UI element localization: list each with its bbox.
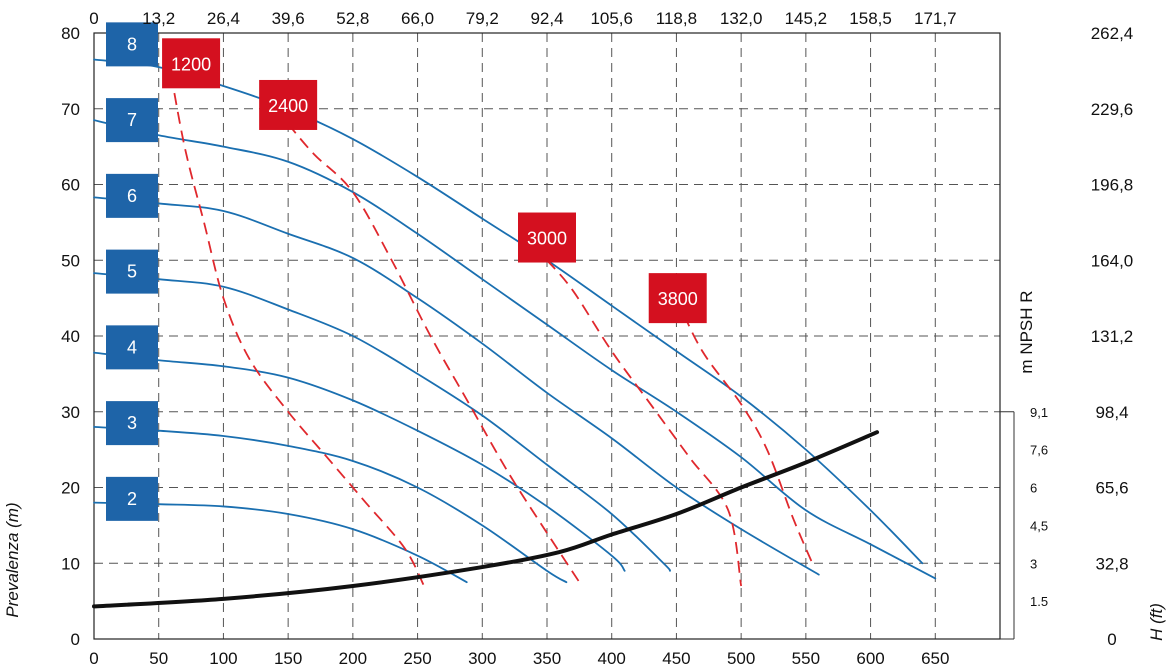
- speed-line-3800: [675, 297, 814, 564]
- y-left-tick-label: 60: [61, 176, 80, 195]
- y-right-tick-label: 98,4: [1095, 403, 1128, 422]
- npsh-curve-layer: [92, 430, 880, 609]
- speed-badge: [648, 273, 707, 324]
- plot-frame: [93, 32, 1001, 640]
- speed-line-1200: [166, 55, 425, 587]
- x-top-tick-label: 132,0: [720, 9, 763, 28]
- y-left-tick-label: 40: [61, 327, 80, 346]
- curves-layer: [93, 58, 937, 584]
- size-badge-label: 2: [127, 489, 137, 509]
- x-bottom-tick-label: 50: [149, 649, 168, 668]
- x-top-tick-label: 39,6: [272, 9, 305, 28]
- y-right-tick-label: 196,8: [1091, 176, 1134, 195]
- badges-layer: 8 7 6 5 4 3 2 1200 2400 3000 3800: [106, 22, 707, 521]
- size-badge-label: 6: [127, 186, 137, 206]
- performance-curve-5: [93, 272, 671, 572]
- x-top-tick-label: 105,6: [590, 9, 633, 28]
- speed-badge: [162, 38, 221, 89]
- y-axis-right-title: H (ft): [1147, 603, 1166, 641]
- x-bottom-tick-label: 300: [468, 649, 496, 668]
- speed-line-2400: [287, 123, 581, 583]
- size-badge-label: 3: [127, 413, 137, 433]
- tick-labels-layer: 0 50 100 150 200 250 300 350 400 450 500 550 600 6500…: [61, 9, 1133, 668]
- npsh-tick-label: 9,1: [1030, 405, 1048, 420]
- x-top-tick-label: 0: [89, 9, 98, 28]
- size-badge: [106, 401, 158, 446]
- x-bottom-tick-label: 250: [403, 649, 431, 668]
- x-bottom-tick-label: 450: [662, 649, 690, 668]
- y-left-tick-label: 80: [61, 24, 80, 43]
- x-bottom-tick-label: 400: [598, 649, 626, 668]
- npsh-tick-label: 4,5: [1030, 518, 1048, 533]
- speed-badge-label: 2400: [268, 96, 308, 116]
- size-badge-label: 7: [127, 110, 137, 130]
- grid-layer: [94, 33, 1000, 639]
- size-badge: [106, 476, 158, 521]
- size-badge: [106, 249, 158, 294]
- performance-curve-7: [93, 119, 937, 580]
- x-top-tick-label: 158,5: [849, 9, 892, 28]
- x-top-tick-label: 52,8: [336, 9, 369, 28]
- x-top-tick-label: 118,8: [656, 9, 697, 28]
- x-bottom-tick-label: 500: [727, 649, 755, 668]
- x-top-tick-label: 26,4: [207, 9, 240, 28]
- x-top-tick-label: 79,2: [466, 9, 499, 28]
- x-bottom-tick-label: 200: [339, 649, 367, 668]
- y-left-tick-label: 50: [61, 251, 80, 270]
- x-bottom-tick-label: 600: [856, 649, 884, 668]
- size-badge: [106, 98, 158, 143]
- npsh-curve: [92, 430, 880, 609]
- size-badge-label: 8: [127, 34, 137, 54]
- x-bottom-tick-label: 0: [89, 649, 98, 668]
- y-left-tick-label: 70: [61, 100, 80, 119]
- x-bottom-tick-label: 100: [209, 649, 237, 668]
- npsh-tick-label: 7,6: [1030, 443, 1048, 458]
- size-badge: [106, 22, 158, 67]
- y-right-tick-label: 164,0: [1091, 251, 1134, 270]
- speed-badge-label: 3000: [527, 229, 567, 249]
- speed-lines-layer: [166, 55, 814, 587]
- y-left-tick-label: 10: [61, 554, 80, 573]
- y-left-tick-label: 20: [61, 479, 80, 498]
- npsh-axis-title: m NPSH R: [1017, 290, 1036, 373]
- x-top-tick-label: 171,7: [914, 9, 957, 28]
- y-left-tick-label: 30: [61, 403, 80, 422]
- x-bottom-tick-label: 650: [921, 649, 949, 668]
- y-right-tick-label: 262,4: [1091, 24, 1134, 43]
- speed-badge: [259, 79, 318, 130]
- x-bottom-tick-label: 350: [533, 649, 561, 668]
- y-axis-left-title: Prevalenza (m): [3, 502, 22, 617]
- size-badge: [106, 325, 158, 370]
- y-right-tick-label: 131,2: [1091, 327, 1134, 346]
- x-top-tick-label: 13,2: [142, 9, 175, 28]
- y-right-tick-label: 0: [1107, 630, 1116, 649]
- y-right-tick-label: 229,6: [1091, 100, 1134, 119]
- npsh-tick-label: 1.5: [1030, 594, 1048, 609]
- speed-badge-label: 1200: [171, 54, 211, 74]
- size-badge-label: 4: [127, 337, 137, 357]
- performance-curve-4: [93, 351, 626, 572]
- performance-curve-2: [93, 501, 468, 584]
- npsh-tick-label: 3: [1030, 556, 1037, 571]
- x-bottom-tick-label: 150: [274, 649, 302, 668]
- y-left-tick-label: 0: [71, 630, 80, 649]
- performance-curve-3: [93, 426, 568, 584]
- size-badge-label: 5: [127, 262, 137, 282]
- speed-badge: [518, 212, 576, 263]
- speed-line-3000: [546, 259, 743, 587]
- y-right-tick-label: 65,6: [1095, 479, 1128, 498]
- x-top-tick-label: 92,4: [530, 9, 563, 28]
- speed-badge-label: 3800: [658, 289, 698, 309]
- x-top-tick-label: 145,2: [785, 9, 828, 28]
- npsh-axis: [1000, 411, 1015, 640]
- performance-curve-6: [93, 196, 820, 576]
- x-bottom-tick-label: 550: [792, 649, 820, 668]
- npsh-tick-label: 6: [1030, 481, 1037, 496]
- size-badge: [106, 173, 158, 218]
- x-top-tick-label: 66,0: [401, 9, 434, 28]
- y-right-tick-label: 32,8: [1095, 554, 1128, 573]
